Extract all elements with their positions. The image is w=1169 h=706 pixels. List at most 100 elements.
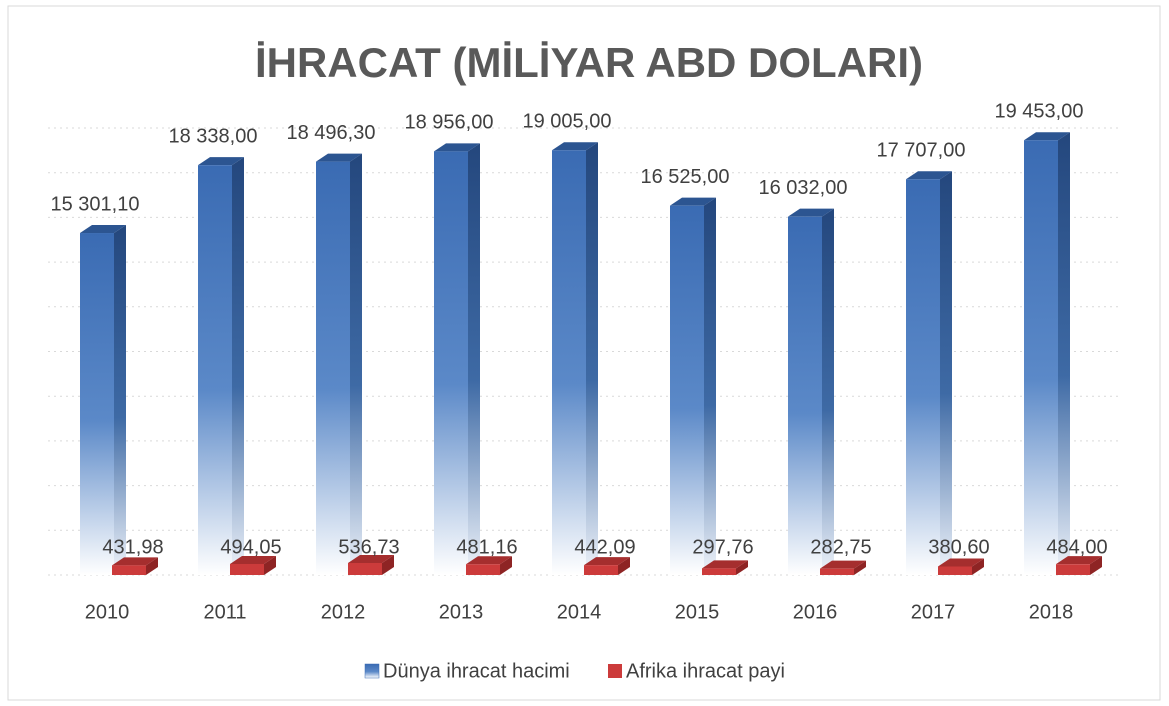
bar-top <box>788 208 834 217</box>
bar-front <box>230 563 264 575</box>
data-label: 18 956,00 <box>405 112 494 134</box>
legend: Dünya ihracat hacimi Afrika ihracat payi <box>364 660 785 682</box>
x-tick-label: 2017 <box>911 601 956 623</box>
legend-label: Afrika ihracat payi <box>626 660 785 682</box>
bar <box>1056 556 1102 575</box>
bar-front <box>198 165 232 576</box>
data-label: 16 525,00 <box>641 166 730 188</box>
legend-label: Dünya ihracat hacimi <box>383 660 570 682</box>
bar-side <box>618 557 630 575</box>
bar <box>230 555 276 575</box>
x-tick-label: 2015 <box>675 601 720 623</box>
bar-front <box>466 564 500 575</box>
x-tick-label: 2016 <box>793 601 838 623</box>
bar <box>670 197 716 575</box>
bar-front <box>1024 140 1058 575</box>
bar <box>788 208 834 575</box>
bar <box>434 143 480 575</box>
data-label: 16 032,00 <box>759 177 848 199</box>
data-label: 494,05 <box>220 536 281 558</box>
chart-title: İHRACAT (MİLİYAR ABD DOLARI) <box>255 39 923 86</box>
bar-front <box>670 205 704 575</box>
data-label: 297,76 <box>692 536 753 558</box>
bar-top <box>820 560 866 569</box>
bar-front <box>938 566 972 575</box>
bar-side <box>500 556 512 575</box>
bar-top <box>348 555 394 564</box>
bar-front <box>906 179 940 576</box>
chart-border <box>7 5 1161 701</box>
data-label: 536,73 <box>338 536 399 558</box>
bar-front <box>112 565 146 575</box>
bar-top <box>230 555 276 564</box>
bar-top <box>906 171 952 180</box>
bar-side <box>468 143 480 575</box>
x-tick-label: 2013 <box>439 601 484 623</box>
bar-top <box>552 142 598 151</box>
data-label: 18 338,00 <box>169 125 258 147</box>
bar-side <box>704 197 716 575</box>
bar-front <box>434 151 468 575</box>
bar-front <box>552 150 586 575</box>
bar-side <box>264 555 276 575</box>
bar-front <box>80 233 114 575</box>
x-tick-label: 2011 <box>203 601 246 623</box>
bar-top <box>702 560 748 569</box>
bar-side <box>382 555 394 575</box>
bar <box>112 557 158 575</box>
data-label: 19 005,00 <box>523 111 612 133</box>
bar-top <box>584 557 630 566</box>
data-label: 15 301,10 <box>51 193 140 215</box>
bar-front <box>1056 564 1090 575</box>
bar-top <box>938 558 984 567</box>
bar-top <box>80 225 126 234</box>
data-label: 18 496,30 <box>287 122 376 144</box>
data-label: 442,09 <box>574 536 635 558</box>
bar-side <box>736 560 748 575</box>
data-label: 19 453,00 <box>995 101 1084 123</box>
bar <box>938 558 984 575</box>
bar-side <box>146 557 158 575</box>
bar-side <box>854 560 866 575</box>
bar-top <box>1024 132 1070 141</box>
bar-top <box>670 197 716 206</box>
bar-top <box>434 143 480 152</box>
bar-front <box>820 568 854 575</box>
bar-top <box>316 153 362 162</box>
data-label: 484,00 <box>1046 536 1107 558</box>
bar-top <box>112 557 158 566</box>
bar-side <box>1090 556 1102 575</box>
x-tick-label: 2012 <box>321 601 366 623</box>
bar-side <box>972 558 984 575</box>
x-tick-label: 2018 <box>1029 601 1074 623</box>
bar <box>348 555 394 575</box>
x-tick-label: 2010 <box>85 601 130 623</box>
bar-front <box>584 565 618 575</box>
bar-front <box>316 161 350 575</box>
bar <box>552 142 598 575</box>
data-label: 481,16 <box>456 536 517 558</box>
data-label: 282,75 <box>810 536 871 558</box>
bar-top <box>466 556 512 565</box>
data-label: 17 707,00 <box>877 140 966 162</box>
bar <box>702 560 748 575</box>
bar-top <box>1056 556 1102 565</box>
bar-side <box>586 142 598 575</box>
bar-side <box>114 225 126 575</box>
x-tick-label: 2014 <box>557 601 602 623</box>
bar <box>584 557 630 575</box>
data-label: 431,98 <box>102 536 163 558</box>
bar-side <box>940 171 952 576</box>
bar-front <box>788 216 822 575</box>
legend-swatch <box>608 664 622 678</box>
bar <box>820 560 866 575</box>
bar <box>80 225 126 575</box>
bar-side <box>822 208 834 575</box>
bar-side <box>232 157 244 576</box>
legend-swatch <box>364 663 380 679</box>
bar <box>316 153 362 575</box>
bar <box>1024 132 1070 575</box>
data-label: 380,60 <box>928 536 989 558</box>
bar <box>906 171 952 576</box>
